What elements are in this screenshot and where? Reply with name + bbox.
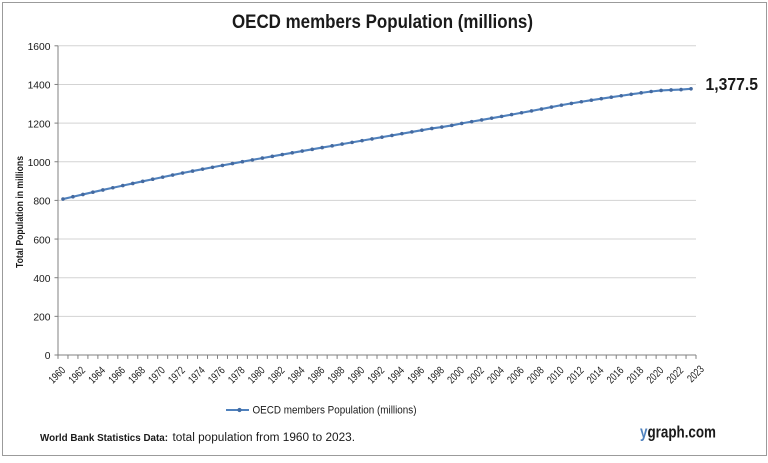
svg-text:1,377.5: 1,377.5 [706, 74, 759, 94]
svg-text:ygraph.com: ygraph.com [640, 424, 716, 442]
svg-text:total population from 1960 to: total population from 1960 to 2023. [173, 432, 356, 444]
svg-text:OECD members Population (milli: OECD members Population (millions) [232, 11, 533, 33]
svg-text:0: 0 [45, 351, 51, 362]
svg-text:1200: 1200 [28, 119, 51, 130]
svg-text:400: 400 [33, 274, 50, 285]
svg-text:600: 600 [33, 235, 50, 246]
svg-text:1000: 1000 [28, 158, 51, 169]
svg-text:200: 200 [33, 313, 50, 324]
svg-text:1600: 1600 [28, 42, 51, 53]
svg-text:1400: 1400 [28, 81, 51, 92]
svg-text:Total Population in millions: Total Population in millions [15, 156, 26, 268]
svg-text:OECD members Population (milli: OECD members Population (millions) [253, 405, 417, 417]
svg-text:800: 800 [33, 197, 50, 208]
svg-text:World Bank Statistics Data:: World Bank Statistics Data: [40, 432, 168, 444]
